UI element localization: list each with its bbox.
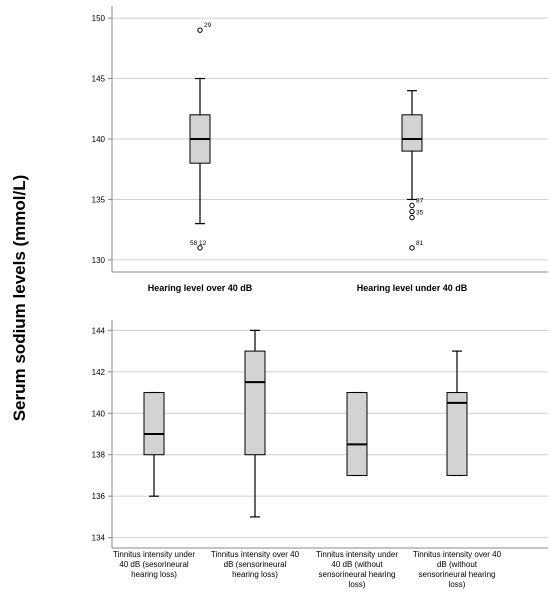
outlier-point xyxy=(409,214,415,221)
box-plot-4 xyxy=(446,350,468,477)
outlier-label: 58 12 xyxy=(190,240,207,247)
x-category-label-line: Tinnitus intensity over 40 xyxy=(413,550,502,559)
x-category-label: Tinnitus intensity over 40 dB (sensorineu… xyxy=(211,550,300,579)
y-tick-label: 150 xyxy=(92,14,106,23)
outlier-point xyxy=(197,27,203,33)
x-category-label-line: loss) xyxy=(449,580,466,589)
box-plot-1: 29 58 12 xyxy=(189,22,212,251)
y-tick-label: 145 xyxy=(92,75,106,84)
outlier-point xyxy=(409,245,415,251)
outlier-point xyxy=(409,208,415,215)
x-category-label-line: sensorineural hearing xyxy=(419,570,496,579)
x-category-label-line: 40 dB (without xyxy=(331,560,383,569)
y-tick-label: 130 xyxy=(92,256,106,265)
x-category-label-line: 40 dB (sesorineural xyxy=(119,560,189,569)
x-category-label-line: hearing loss) xyxy=(232,570,278,579)
x-category-label: Hearing level over 40 dB xyxy=(148,283,253,293)
x-category-label-line: Tinnitus intensity over 40 xyxy=(211,550,300,559)
box-iqr xyxy=(446,392,468,476)
outlier-label: 81 xyxy=(416,240,424,247)
x-category-label-line: hearing loss) xyxy=(131,570,177,579)
y-tick-label: 138 xyxy=(92,451,106,460)
y-tick-label: 142 xyxy=(92,368,106,377)
outlier-label: 87 xyxy=(416,198,424,205)
box-plot-1 xyxy=(143,391,165,497)
chart-panel-2: 134 136 138 140 142 144 Tinnitus intensity und… xyxy=(92,320,548,589)
outlier-point xyxy=(197,245,203,251)
y-tick-label: 144 xyxy=(92,326,106,335)
outlier-point xyxy=(409,202,415,209)
chart-panel-1: 130 135 140 145 150 29 58 12 87 35 81 Hearing leve… xyxy=(92,6,548,293)
x-category-label: Tinnitus intensity over 40 dB (without sen… xyxy=(413,550,502,589)
x-category-label: Tinnitus intensity under 40 dB (sesorineu… xyxy=(113,550,195,579)
x-category-label-line: Hearing level over 40 dB xyxy=(148,283,253,293)
y-tick-label: 140 xyxy=(92,409,106,418)
box-iqr xyxy=(244,350,266,456)
x-category-label-line: loss) xyxy=(349,580,366,589)
box-iqr xyxy=(346,392,368,476)
x-category-label-line: Hearing level under 40 dB xyxy=(357,283,468,293)
box-iqr xyxy=(401,114,423,152)
box-plot-2 xyxy=(244,329,266,518)
x-category-label: Hearing level under 40 dB xyxy=(357,283,468,293)
box-plot-3 xyxy=(346,391,368,477)
y-tick-label: 134 xyxy=(92,534,106,543)
box-plot-2: 87 35 81 xyxy=(401,90,424,251)
y-tick-label: 140 xyxy=(92,135,106,144)
outlier-label: 29 xyxy=(204,22,212,29)
outlier-label: 35 xyxy=(416,210,424,217)
x-category-label: Tinnitus intensity under 40 dB (without se… xyxy=(316,550,398,589)
x-category-label-line: sensorineural hearing xyxy=(319,570,396,579)
x-category-label-line: dB (sensorineural xyxy=(224,560,287,569)
box-iqr xyxy=(143,392,165,456)
y-tick-label: 136 xyxy=(92,492,106,501)
y-tick-label: 135 xyxy=(92,195,106,204)
x-category-label-line: dB (without xyxy=(437,560,478,569)
x-category-label-line: Tinnitus intensity under xyxy=(316,550,398,559)
x-category-label-line: Tinnitus intensity under xyxy=(113,550,195,559)
